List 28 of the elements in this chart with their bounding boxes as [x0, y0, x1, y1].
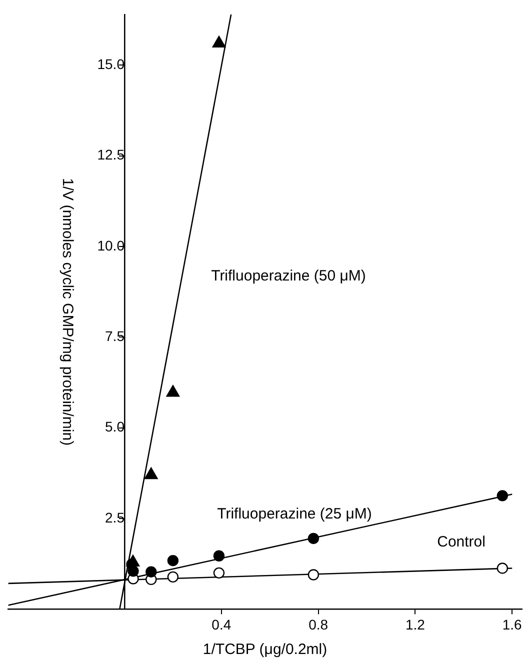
point	[213, 550, 225, 562]
point	[167, 555, 179, 566]
y-tick-label: 5.0	[105, 418, 125, 435]
y-tick-label: 10.0	[97, 237, 125, 254]
x-tick-label: 0.8	[308, 616, 328, 632]
series-label: Control	[437, 533, 486, 550]
point	[146, 566, 157, 578]
point	[308, 532, 320, 544]
point	[166, 385, 180, 397]
y-tick-label: 7.5	[105, 328, 125, 344]
x-tick-label: 1.2	[405, 616, 426, 632]
point	[496, 490, 508, 502]
point	[496, 562, 508, 574]
series-label: Trifluoperazine (25 μM)	[217, 505, 372, 522]
y-tick-label: 2.5	[105, 509, 125, 526]
series-label: Trifluoperazine (50 μM)	[211, 268, 366, 285]
point	[212, 36, 226, 48]
point	[167, 571, 179, 583]
point	[144, 467, 158, 480]
x-axis-title: 1/TCBP (μg/0.2ml)	[202, 641, 328, 658]
point	[308, 569, 320, 580]
y-tick-label: 15.0	[97, 56, 125, 72]
x-tick-label: 1.6	[502, 616, 522, 632]
y-axis-title: 1/V (nmoles cyclic GMP/mg protein/min)	[59, 178, 76, 446]
point	[213, 567, 225, 579]
point	[128, 566, 139, 577]
x-tick-label: 0.4	[212, 616, 232, 632]
y-tick-label: 12.5	[97, 146, 125, 163]
